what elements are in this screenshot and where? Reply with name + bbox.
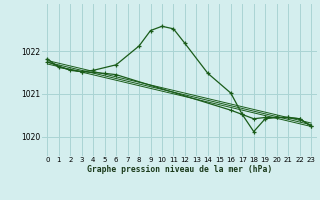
X-axis label: Graphe pression niveau de la mer (hPa): Graphe pression niveau de la mer (hPa) xyxy=(87,165,272,174)
